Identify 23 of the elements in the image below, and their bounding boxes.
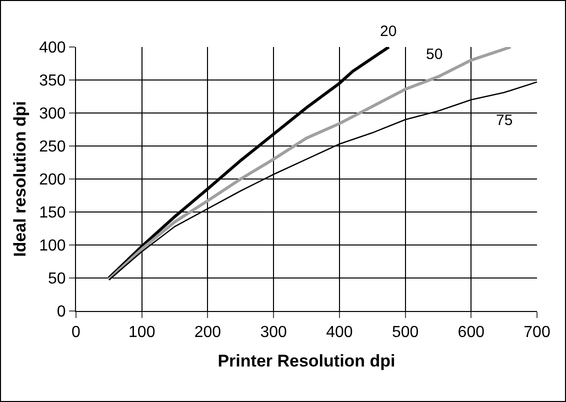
- x-tick-label: 400: [326, 324, 353, 342]
- x-tick-label: 200: [194, 324, 222, 342]
- y-tick-label: 350: [39, 72, 66, 90]
- x-tick-label: 600: [458, 324, 485, 342]
- y-tick-label: 150: [39, 204, 66, 222]
- y-tick-label: 400: [39, 40, 66, 57]
- x-tick-label: 300: [260, 324, 288, 342]
- y-tick-label: 200: [39, 172, 66, 189]
- y-axis-title: Ideal resolution dpi: [10, 101, 30, 257]
- y-tick-label: 250: [39, 138, 66, 156]
- x-tick-label: 0: [72, 324, 81, 342]
- x-tick-label: 700: [524, 324, 550, 342]
- y-tick-label: 50: [48, 270, 66, 288]
- x-tick-label: 500: [392, 324, 419, 342]
- y-tick-label: 300: [39, 106, 66, 123]
- series-label: 50: [426, 46, 443, 63]
- series-label: 20: [380, 23, 397, 40]
- series-label: 75: [496, 112, 513, 129]
- x-tick-label: 100: [128, 324, 156, 342]
- y-tick-label: 100: [39, 238, 66, 255]
- x-axis-title: Printer Resolution dpi: [218, 352, 396, 371]
- y-tick-label: 0: [56, 304, 66, 321]
- line-series: [107, 47, 512, 281]
